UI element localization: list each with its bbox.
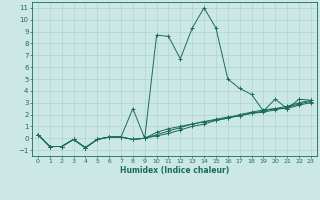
X-axis label: Humidex (Indice chaleur): Humidex (Indice chaleur) (120, 166, 229, 175)
